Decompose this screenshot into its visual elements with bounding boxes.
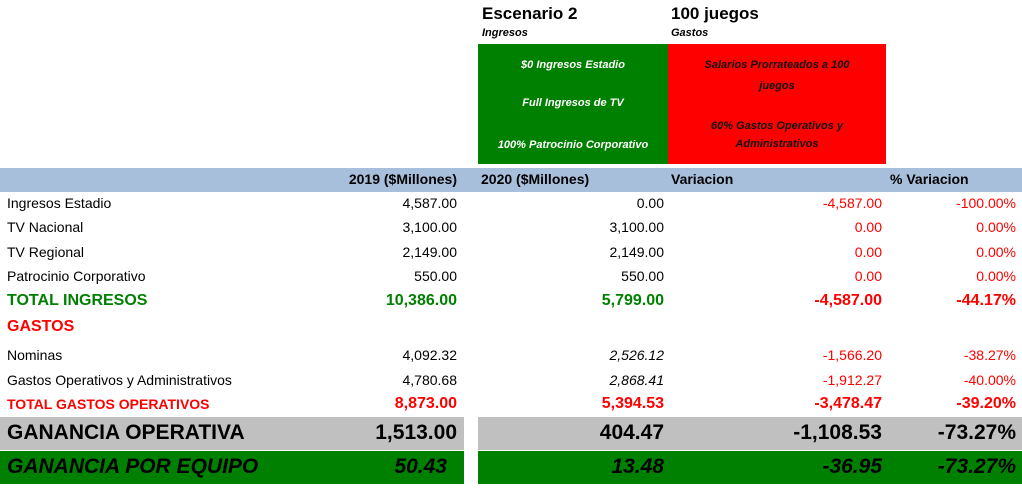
ingresos-label: Ingresos [482,27,528,39]
ganancia-equipo-2020: 13.48 [611,455,664,478]
ganancia-operativa-2019: 1,513.00 [375,421,457,444]
cell-variacion: -4,587.00 [822,195,882,211]
assumption-line: Salarios Prorrateados a 100 [704,59,850,71]
cell-pct: -100.00% [956,195,1016,211]
cell-2019: 4,587.00 [402,195,458,211]
row-label: Ingresos Estadio [7,195,112,211]
cell-pct: -40.00% [963,372,1016,388]
ingresos-assumptions-box: $0 Ingresos Estadio Full Ingresos de TV … [478,44,668,164]
column-header-bar [0,168,1022,192]
ganancia-equipo-pct: -73.27% [937,455,1016,478]
cell-pct: 0.00% [976,244,1016,260]
cell-variacion: 0.00 [854,219,882,235]
row-label: TV Nacional [7,219,84,235]
gastos-label: Gastos [671,27,709,39]
ganancia-operativa-2020: 404.47 [599,421,664,444]
row-label: Nominas [7,347,63,363]
cell-2020: 0.00 [636,195,664,211]
cell-2019: 4,092.32 [402,347,458,363]
total-gastos-variacion: -3,478.47 [814,395,882,412]
cell-2020: 3,100.00 [609,219,665,235]
ganancia-equipo-label: GANANCIA POR EQUIPO [7,455,259,478]
assumption-line: juegos [759,80,795,92]
cell-pct: 0.00% [976,219,1016,235]
ganancia-operativa-variacion: -1,108.53 [793,421,882,444]
ganancia-operativa-band-right [478,417,1022,450]
col-pct-header: % Variacion [890,171,969,187]
gastos-assumptions-box: Salarios Prorrateados a 100 juegos 60% G… [668,44,886,164]
row-label: Patrocinio Corporativo [7,268,146,284]
ganancia-operativa-label: GANANCIA OPERATIVA [7,421,245,444]
assumption-line: Full Ingresos de TV [522,97,624,109]
cell-variacion: 0.00 [854,244,882,260]
assumption-line: 100% Patrocinio Corporativo [497,139,649,151]
col-2020-header: 2020 ($Millones) [481,171,590,187]
total-gastos-pct: -39.20% [956,395,1016,412]
cell-2020: 2,149.00 [609,244,665,260]
cell-variacion: -1,912.27 [822,372,882,388]
total-ingresos-label: TOTAL INGRESOS [7,292,148,309]
cell-pct: -38.27% [963,347,1016,363]
total-ingresos-2020: 5,799.00 [601,292,664,309]
total-gastos-2020: 5,394.53 [601,395,664,412]
cell-2019: 2,149.00 [402,244,458,260]
total-ingresos-variacion: -4,587.00 [814,292,882,309]
col-variacion-header: Variacion [671,171,734,187]
scenario-title: Escenario 2 [482,4,578,23]
ganancia-equipo-2019: 50.43 [394,455,447,478]
ganancia-equipo-band-right [478,451,1022,484]
ganancia-equipo-band-left [0,451,464,484]
cell-pct: 0.00% [976,268,1016,284]
cell-variacion: 0.00 [854,268,882,284]
total-ingresos-pct: -44.17% [956,292,1016,309]
cell-2019: 550.00 [414,268,457,284]
row-label: Gastos Operativos y Administrativos [7,372,232,388]
ganancia-operativa-band-left [0,417,464,450]
games-title: 100 juegos [671,4,759,23]
gastos-section-heading: GASTOS [7,318,75,335]
cell-2020: 2,868.41 [609,372,665,388]
assumption-line: $0 Ingresos Estadio [521,59,625,71]
assumption-line: 60% Gastos Operativos y [710,120,844,132]
assumption-line: Administrativos [735,138,819,150]
cell-2020: 2,526.12 [609,347,665,363]
cell-2019: 3,100.00 [402,219,458,235]
total-gastos-2019: 8,873.00 [394,395,457,412]
col-2019-header: 2019 ($Millones) [348,171,457,187]
total-gastos-label: TOTAL GASTOS OPERATIVOS [7,396,210,412]
row-label: TV Regional [7,244,85,260]
ganancia-equipo-variacion: -36.95 [822,455,882,478]
total-ingresos-2019: 10,386.00 [385,292,457,309]
cell-2019: 4,780.68 [402,372,458,388]
cell-2020: 550.00 [621,268,664,284]
cell-variacion: -1,566.20 [822,347,882,363]
ganancia-operativa-pct: -73.27% [937,421,1016,444]
